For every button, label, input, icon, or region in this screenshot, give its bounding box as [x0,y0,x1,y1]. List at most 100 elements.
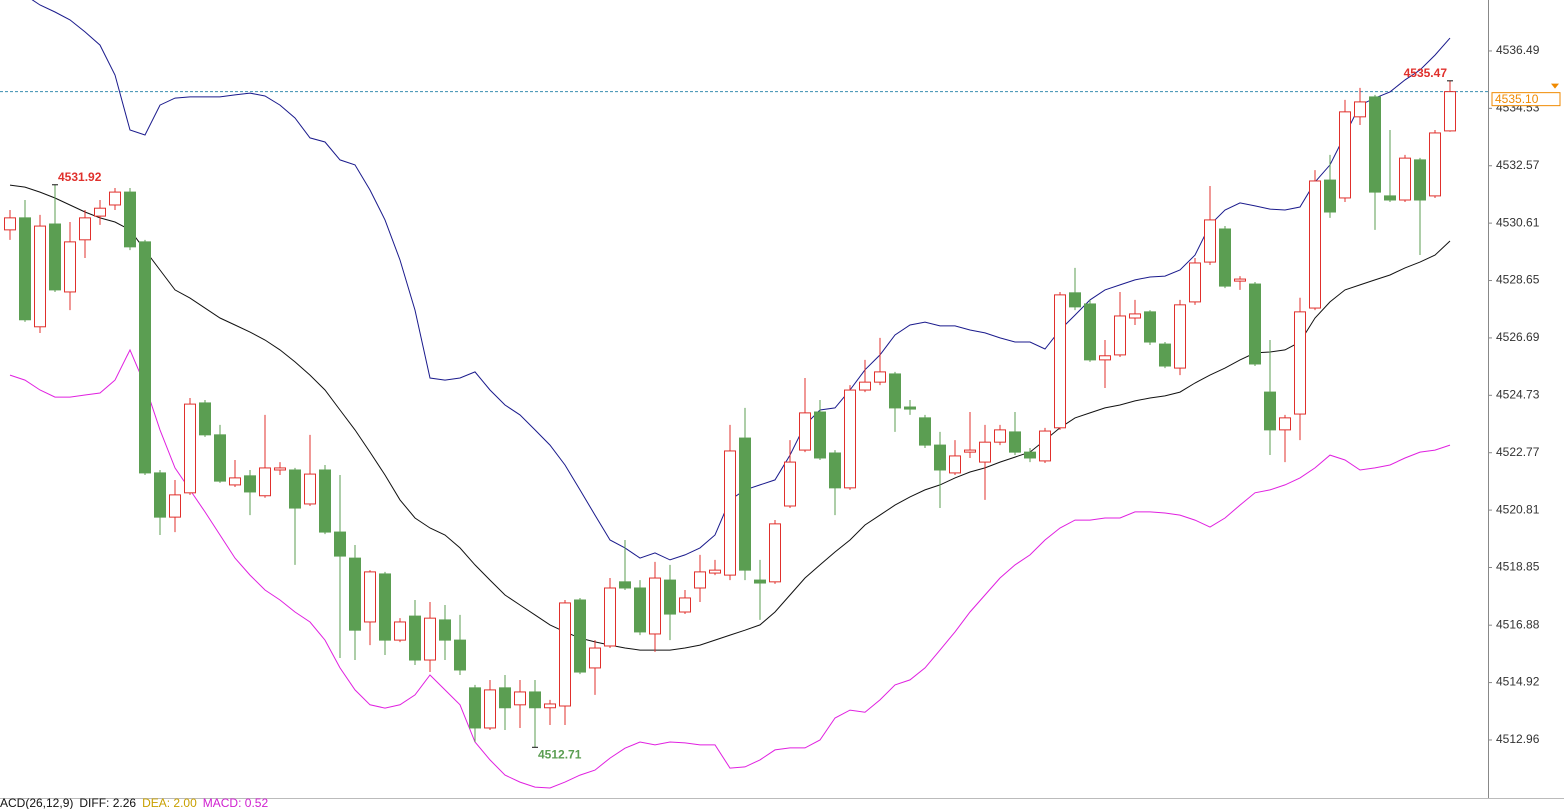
candle-body [1039,430,1051,462]
candle-body [1234,278,1246,282]
band-line [9,348,1451,789]
candle-body [199,402,211,436]
candle-body [1384,195,1396,201]
y-tick-label: 4516.88 [1496,617,1540,631]
candle-body [1249,283,1261,365]
candle-body [829,452,841,489]
extreme-label: 4535.47 [1404,66,1448,80]
candle-body [1069,292,1081,308]
candle-body [874,371,886,383]
candle-body [19,217,31,321]
candle-body [454,639,466,671]
candle-body [544,703,556,709]
candle-body [1279,417,1291,431]
candle-body [484,689,496,729]
plot-area: 4531.92 4535.47 4512.71 [0,0,1488,789]
candle-body [994,429,1006,443]
candle-body [1204,219,1216,263]
y-tick-label: 4536.49 [1496,43,1540,57]
candle-body [619,581,631,589]
candle-body [529,691,541,709]
candle-body [889,373,901,409]
candle-body [724,450,736,576]
candle-body [184,403,196,494]
candle-body [34,225,46,328]
candle-body [1309,180,1321,309]
candle-body [304,473,316,505]
candle-body [1024,451,1036,459]
candle-body [904,406,916,410]
candle-body [1009,431,1021,453]
candle-body [574,599,586,673]
candle-body [334,531,346,557]
candle-body [514,691,526,706]
candle-body [1444,91,1456,132]
candle-body [964,449,976,453]
candle-body [1159,343,1171,367]
candle-body [739,437,751,571]
indicator-legend-item: DIFF: 2.26 [79,796,136,809]
candle-body [1369,96,1381,193]
candle-body [769,523,781,583]
candle-body [274,467,286,471]
indicator-legend-item: MACD: 0.52 [203,796,269,809]
candle-body [109,191,121,206]
candle-body [94,207,106,217]
candle-body [169,494,181,518]
extreme-label: 4531.92 [58,170,102,184]
y-tick-label: 4532.57 [1496,158,1540,172]
candle-body [4,217,16,231]
candle-body [79,217,91,241]
candle-body [1414,159,1426,201]
candle-body [559,602,571,707]
candle-body [394,621,406,641]
y-tick-label: 4530.61 [1496,215,1540,229]
candle-body [664,579,676,615]
candle-body [754,579,766,584]
candle-body [1084,303,1096,361]
candle-body [589,647,601,669]
candle-body [49,223,61,291]
candle-body [1054,294,1066,429]
indicator-legend-item: DEA: 2.00 [142,796,197,809]
candle-body [679,597,691,613]
y-tick-label: 4520.81 [1496,502,1540,516]
candle-body [919,417,931,446]
candle-body [289,469,301,509]
candle-body [214,434,226,482]
candle-body [64,241,76,293]
candle-body [934,444,946,471]
candle-body [1339,111,1351,199]
indicator-legend: MACD(26,12,9) DIFF: 2.26 DEA: 2.00 MACD: 0.… [0,796,268,809]
y-axis: 4536.494534.534532.574530.614528.654526.… [1488,43,1561,746]
last-price-label: 4535.10 [1495,92,1539,106]
y-tick-label: 4514.92 [1496,675,1540,689]
last-price-box [1491,92,1561,107]
candle-body [979,441,991,463]
candle-body [1174,304,1186,369]
candle-body [1114,315,1126,356]
last-price-arrow [1551,83,1559,89]
candle-body [229,477,241,486]
candle-body [649,577,661,635]
candle-body [1144,311,1156,343]
candle-body [1429,132,1441,197]
candle-body [1324,179,1336,213]
candle-body [604,587,616,647]
candle-body [1354,101,1366,118]
candle-body [859,381,871,391]
candle-body [1264,391,1276,431]
indicator-legend-item: MACD(26,12,9) [0,796,73,809]
candle-body [244,475,256,493]
candle-body [1099,355,1111,361]
candle-body [499,687,511,709]
candle-body [1219,228,1231,287]
candle-body [409,615,421,661]
candle-body [154,472,166,518]
candle-body [124,191,136,248]
candle-body [439,619,451,641]
candle-body [259,467,271,497]
candle-body [139,241,151,474]
candle-body [319,469,331,533]
